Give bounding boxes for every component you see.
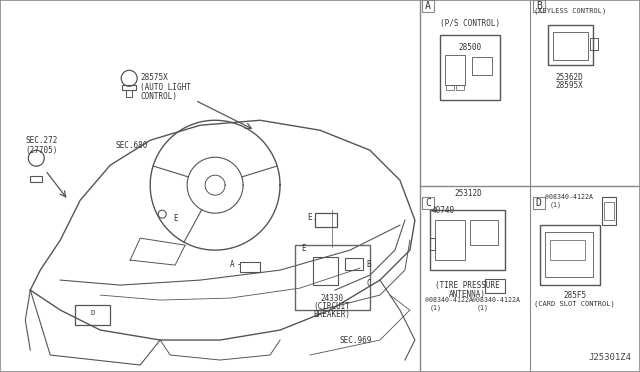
Bar bbox=[422, 197, 434, 209]
Text: 25362D: 25362D bbox=[556, 73, 584, 82]
Bar bbox=[122, 85, 136, 90]
Text: E: E bbox=[301, 244, 306, 253]
Text: ®08340-4122A: ®08340-4122A bbox=[472, 297, 520, 303]
Text: 28595X: 28595X bbox=[556, 81, 584, 90]
Text: (AUTO LIGHT: (AUTO LIGHT bbox=[140, 83, 191, 92]
Text: A: A bbox=[230, 260, 234, 269]
Text: E: E bbox=[308, 213, 312, 222]
Bar bbox=[435, 220, 465, 260]
Text: D: D bbox=[90, 310, 94, 316]
Bar bbox=[445, 55, 465, 85]
Text: SEC.969: SEC.969 bbox=[340, 336, 372, 344]
Text: 28575X: 28575X bbox=[140, 73, 168, 82]
Bar bbox=[540, 225, 600, 285]
Text: (CARD SLOT CONTROL): (CARD SLOT CONTROL) bbox=[534, 301, 615, 307]
Bar bbox=[602, 197, 616, 225]
Text: (TIRE PRESSURE: (TIRE PRESSURE bbox=[435, 280, 500, 289]
Bar bbox=[485, 279, 505, 293]
Bar bbox=[240, 262, 260, 272]
Text: ®08340-4122A: ®08340-4122A bbox=[425, 297, 473, 303]
Bar bbox=[604, 202, 614, 220]
Text: (27705): (27705) bbox=[26, 146, 58, 155]
Text: 285F5: 285F5 bbox=[563, 291, 586, 299]
Text: ®08340-4122A: ®08340-4122A bbox=[545, 194, 593, 200]
Text: B: B bbox=[367, 260, 371, 269]
Bar bbox=[553, 32, 588, 60]
Text: CONTROL): CONTROL) bbox=[140, 92, 177, 101]
Bar bbox=[532, 197, 545, 209]
Bar bbox=[295, 245, 370, 310]
Text: 25312D: 25312D bbox=[454, 189, 482, 198]
Bar bbox=[440, 35, 500, 100]
Bar bbox=[345, 258, 363, 270]
Bar bbox=[430, 238, 435, 250]
Bar bbox=[532, 0, 545, 12]
Text: D: D bbox=[536, 198, 541, 208]
Bar bbox=[76, 305, 110, 325]
Text: B: B bbox=[536, 1, 541, 12]
Bar bbox=[422, 0, 434, 12]
Bar bbox=[126, 90, 132, 97]
Text: SEC.680: SEC.680 bbox=[115, 141, 148, 150]
Bar bbox=[30, 176, 42, 182]
Text: C: C bbox=[367, 279, 371, 288]
Bar bbox=[313, 257, 338, 285]
Bar bbox=[446, 85, 454, 90]
Text: A: A bbox=[425, 1, 431, 12]
Bar bbox=[430, 210, 505, 270]
Text: (CIRCUIT: (CIRCUIT bbox=[314, 302, 351, 311]
Text: 28500: 28500 bbox=[458, 43, 481, 52]
Text: 40740: 40740 bbox=[432, 206, 455, 215]
Bar bbox=[470, 220, 498, 245]
Text: E: E bbox=[173, 214, 177, 223]
Bar bbox=[456, 85, 464, 90]
Bar bbox=[545, 232, 593, 277]
Bar bbox=[550, 240, 585, 260]
Bar bbox=[548, 25, 593, 65]
Text: 24330: 24330 bbox=[321, 294, 344, 302]
Bar bbox=[589, 38, 598, 50]
Text: (1): (1) bbox=[430, 305, 442, 311]
Text: SEC.272: SEC.272 bbox=[26, 136, 58, 145]
Text: (P/S CONTROL): (P/S CONTROL) bbox=[440, 19, 500, 28]
Text: (1): (1) bbox=[550, 202, 562, 208]
Text: BREAKER): BREAKER) bbox=[314, 310, 351, 318]
Text: (KEYLESS CONTROL): (KEYLESS CONTROL) bbox=[534, 7, 606, 14]
Text: C: C bbox=[425, 198, 431, 208]
Text: (1): (1) bbox=[477, 305, 489, 311]
Text: J25301Z4: J25301Z4 bbox=[588, 353, 631, 362]
Bar bbox=[472, 57, 492, 75]
Bar bbox=[315, 213, 337, 227]
Text: ANTENNA): ANTENNA) bbox=[449, 289, 486, 299]
